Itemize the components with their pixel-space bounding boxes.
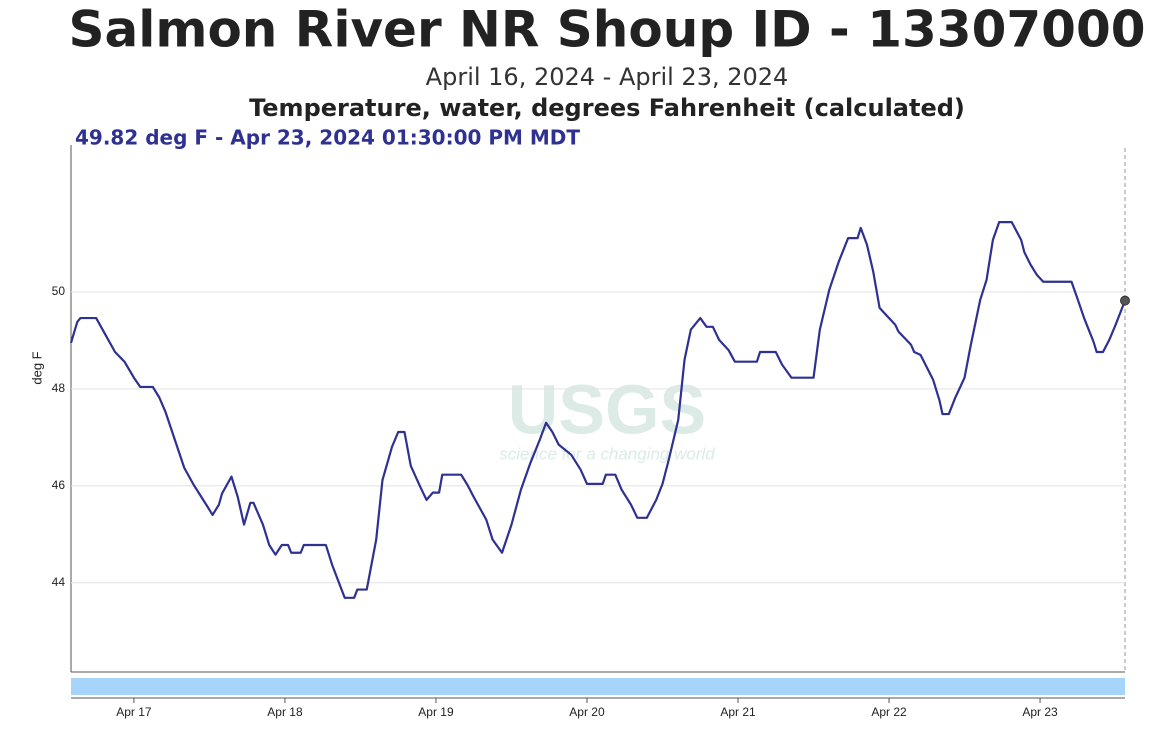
y-axis-label: deg F <box>29 351 44 384</box>
current-value: 49.82 deg F - Apr 23, 2024 01:30:00 PM M… <box>75 126 580 150</box>
y-tick-label: 50 <box>52 284 66 298</box>
x-tick-label: Apr 21 <box>720 705 756 719</box>
data-line <box>69 220 1127 599</box>
y-tick-label: 44 <box>52 575 66 589</box>
y-tick-label: 46 <box>52 478 66 492</box>
x-tick-label: Apr 22 <box>871 705 907 719</box>
x-tick-label: Apr 23 <box>1022 705 1058 719</box>
watermark-tagline: science for a changing world <box>499 444 715 463</box>
watermark: USGS <box>508 370 706 448</box>
chart-subtitle: April 16, 2024 - April 23, 2024 <box>426 63 789 91</box>
x-tick-label: Apr 19 <box>418 705 454 719</box>
x-tick-label: Apr 18 <box>267 705 303 719</box>
y-tick-label: 48 <box>52 381 66 395</box>
chart-title: Salmon River NR Shoup ID - 13307000 <box>68 1 1145 59</box>
brush-bar <box>71 678 1125 695</box>
x-tick-label: Apr 17 <box>116 705 152 719</box>
latest-point <box>1120 295 1130 306</box>
parameter-label: Temperature, water, degrees Fahrenheit (… <box>249 94 965 122</box>
x-tick-label: Apr 20 <box>569 705 605 719</box>
